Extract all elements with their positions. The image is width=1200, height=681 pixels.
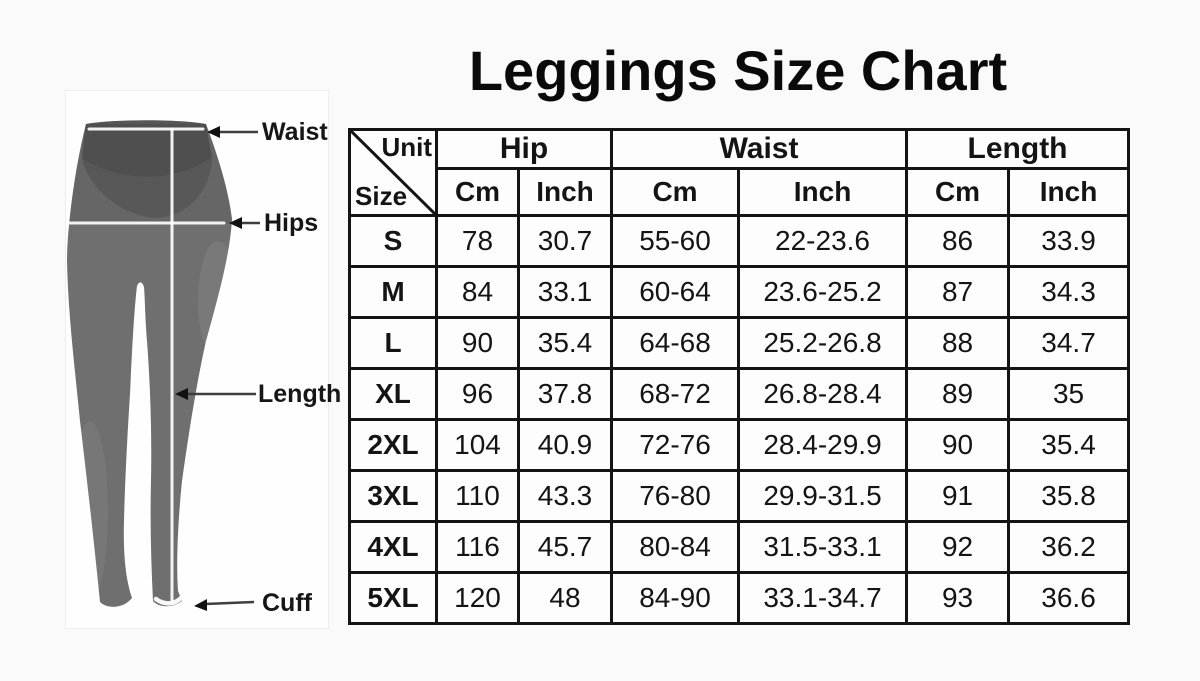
table-cell: 93 xyxy=(905,571,1011,625)
table-cell: 26.8-28.4 xyxy=(737,367,909,421)
table-cell: 33.1 xyxy=(516,265,614,319)
table-cell: 34.3 xyxy=(1007,265,1131,319)
table-cell: 90 xyxy=(905,418,1011,472)
size-label: 2XL xyxy=(348,418,438,472)
table-cell: 30.7 xyxy=(516,214,614,268)
size-table: Unit Size Hip Waist Length Cm Inch Cm In… xyxy=(348,128,1131,625)
table-cell: 31.5-33.1 xyxy=(737,520,909,574)
hip-inch-header: Inch xyxy=(516,167,614,217)
table-cell: 96 xyxy=(435,367,520,421)
table-cell: 76-80 xyxy=(610,469,741,523)
table-cell: 35.4 xyxy=(1007,418,1131,472)
table-cell: 36.2 xyxy=(1007,520,1131,574)
table-cell: 89 xyxy=(905,367,1011,421)
table-row-l: L 90 35.4 64-68 25.2-26.8 88 34.7 xyxy=(348,316,1131,370)
table-cell: 92 xyxy=(905,520,1011,574)
table-cell: 45.7 xyxy=(516,520,614,574)
leggings-figure xyxy=(66,120,260,611)
unit-size-corner-cell: Unit Size xyxy=(348,128,438,217)
length-arrow xyxy=(175,388,256,400)
size-label: 4XL xyxy=(348,520,438,574)
size-label: 5XL xyxy=(348,571,438,625)
cuff-measure-line xyxy=(153,595,184,606)
table-cell: 86 xyxy=(905,214,1011,268)
diagonal-divider xyxy=(351,131,435,214)
table-cell: 72-76 xyxy=(610,418,741,472)
length-label: Length xyxy=(258,380,342,408)
table-row-xl: XL 96 37.8 68-72 26.8-28.4 89 35 xyxy=(348,367,1131,421)
waist-arrow xyxy=(207,126,258,138)
page-title: Leggings Size Chart xyxy=(468,39,1008,102)
length-inch-header: Inch xyxy=(1007,167,1131,217)
table-cell: 29.9-31.5 xyxy=(737,469,909,523)
table-cell: 35.4 xyxy=(516,316,614,370)
table-cell: 55-60 xyxy=(610,214,741,268)
waist-label: Waist xyxy=(262,118,328,146)
table-cell: 90 xyxy=(435,316,520,370)
table-row-2xl: 2XL 104 40.9 72-76 28.4-29.9 90 35.4 xyxy=(348,418,1131,472)
table-cell: 78 xyxy=(435,214,520,268)
table-cell: 48 xyxy=(516,571,614,625)
table-cell: 80-84 xyxy=(610,520,741,574)
table-cell: 25.2-26.8 xyxy=(737,316,909,370)
column-group-waist: Waist xyxy=(610,128,909,170)
table-row-4xl: 4XL 116 45.7 80-84 31.5-33.1 92 36.2 xyxy=(348,520,1131,574)
table-cell: 33.1-34.7 xyxy=(737,571,909,625)
waist-cm-header: Cm xyxy=(610,167,741,217)
table-cell: 36.6 xyxy=(1007,571,1131,625)
leggings-silhouette xyxy=(67,120,232,607)
table-cell: 68-72 xyxy=(610,367,741,421)
leggings-diagram: Waist Hips Length Cuff xyxy=(65,90,341,629)
table-row-5xl: 5XL 120 48 84-90 33.1-34.7 93 36.6 xyxy=(348,571,1131,625)
table-cell: 60-64 xyxy=(610,265,741,319)
table-row-s: S 78 30.7 55-60 22-23.6 86 33.9 xyxy=(348,214,1131,268)
column-group-hip: Hip xyxy=(434,128,614,170)
corner-size-label: Size xyxy=(355,181,408,212)
table-cell: 84 xyxy=(435,265,520,319)
table-cell: 120 xyxy=(435,571,520,625)
table-cell: 84-90 xyxy=(610,571,741,625)
hip-cm-header: Cm xyxy=(435,167,520,217)
size-label: XL xyxy=(348,367,438,421)
corner-unit-label: Unit xyxy=(381,132,432,162)
size-label: S xyxy=(348,214,438,268)
table-cell: 104 xyxy=(435,418,520,472)
table-cell: 91 xyxy=(905,469,1011,523)
size-label: M xyxy=(348,265,438,319)
table-cell: 23.6-25.2 xyxy=(737,265,909,319)
group-header-row: Unit Size Hip Waist Length xyxy=(348,128,1131,217)
size-label: 3XL xyxy=(348,469,438,523)
table-cell: 64-68 xyxy=(610,316,741,370)
table-cell: 87 xyxy=(905,265,1011,319)
table-cell: 110 xyxy=(435,469,520,523)
length-cm-header: Cm xyxy=(905,167,1011,217)
hips-label: Hips xyxy=(264,209,319,237)
table-row-3xl: 3XL 110 43.3 76-80 29.9-31.5 91 35.8 xyxy=(348,469,1131,523)
table-cell: 35.8 xyxy=(1007,469,1131,523)
table-cell: 37.8 xyxy=(516,367,614,421)
size-label: L xyxy=(348,316,438,370)
table-cell: 116 xyxy=(435,520,520,574)
table-cell: 34.7 xyxy=(1007,316,1131,370)
table-row-m: M 84 33.1 60-64 23.6-25.2 87 34.3 xyxy=(348,265,1131,319)
column-group-length: Length xyxy=(905,128,1131,170)
table-cell: 35 xyxy=(1007,367,1131,421)
table-cell: 33.9 xyxy=(1007,214,1131,268)
cuff-label: Cuff xyxy=(262,589,312,617)
cuff-arrow xyxy=(194,599,255,611)
table-cell: 43.3 xyxy=(516,469,614,523)
hips-arrow xyxy=(229,217,260,229)
table-cell: 40.9 xyxy=(516,418,614,472)
unit-header-row: Cm Inch Cm Inch Cm Inch xyxy=(350,167,1131,217)
table-cell: 88 xyxy=(905,316,1011,370)
waist-inch-header: Inch xyxy=(737,167,909,217)
table-cell: 28.4-29.9 xyxy=(737,418,909,472)
table-cell: 22-23.6 xyxy=(737,214,909,268)
